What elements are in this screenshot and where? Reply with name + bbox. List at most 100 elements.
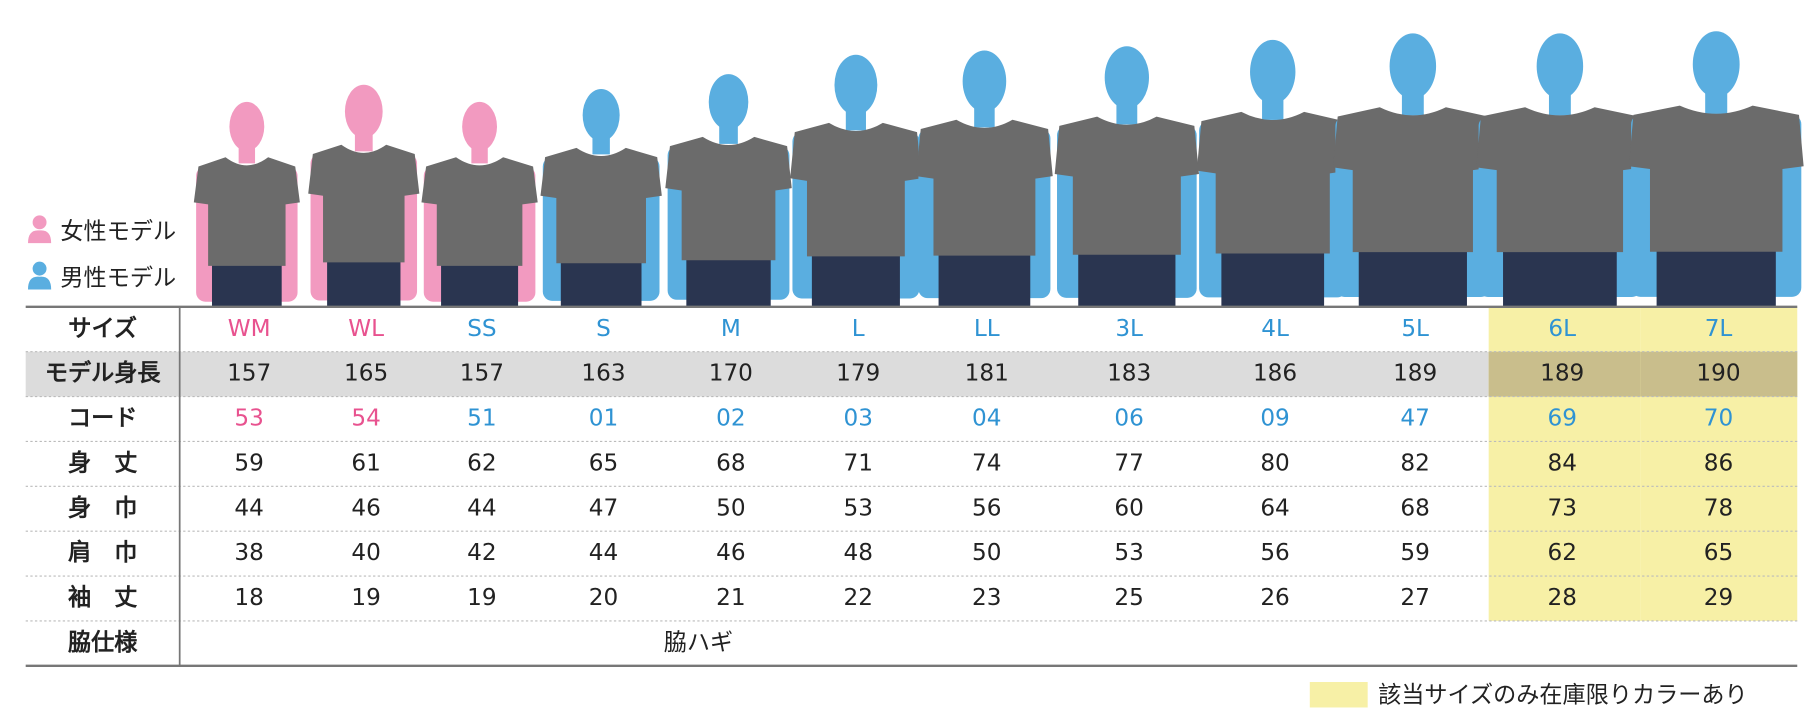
- cell: 62: [1547, 540, 1576, 566]
- cell: 181: [965, 361, 1009, 387]
- cell: 64: [1260, 495, 1289, 521]
- cell: 44: [467, 495, 496, 521]
- head: [582, 89, 620, 142]
- cell: 189: [1540, 361, 1584, 387]
- shirt: [193, 157, 300, 266]
- figure: [790, 54, 922, 307]
- pants: [811, 251, 900, 307]
- row-label: サイズ: [68, 315, 137, 342]
- cell: 22: [843, 585, 872, 611]
- figures: [193, 31, 1804, 307]
- cell: 53: [1114, 540, 1143, 566]
- cell: 71: [843, 450, 872, 476]
- cell: 50: [972, 540, 1001, 566]
- cell: 47: [589, 495, 618, 521]
- pants: [441, 261, 519, 307]
- figure: [193, 101, 300, 307]
- pants: [1503, 247, 1617, 307]
- cell: 46: [351, 495, 380, 521]
- cell: 68: [1400, 495, 1429, 521]
- cell: 44: [589, 540, 618, 566]
- head: [1389, 33, 1437, 100]
- cell: 56: [972, 495, 1001, 521]
- cell: 21: [716, 585, 745, 611]
- legend-icon: [32, 215, 47, 230]
- head: [962, 50, 1007, 113]
- cell: 4L: [1261, 316, 1289, 342]
- shirt: [1628, 105, 1804, 252]
- cell: 165: [344, 361, 388, 387]
- row-label: 身 巾: [68, 494, 137, 521]
- cell: 179: [836, 361, 880, 387]
- cell: 62: [467, 450, 496, 476]
- row-label: モデル身長: [45, 360, 162, 387]
- cell: 68: [716, 450, 745, 476]
- cell: 78: [1704, 495, 1733, 521]
- pants: [1656, 247, 1776, 307]
- row-label: 身 丈: [68, 449, 137, 476]
- cell: 59: [1400, 540, 1429, 566]
- row-label: コード: [68, 406, 137, 432]
- cell: 06: [1114, 406, 1143, 432]
- cell: 7L: [1705, 316, 1733, 342]
- cell: 54: [351, 406, 380, 432]
- cell: 190: [1696, 361, 1740, 387]
- shirt: [308, 144, 420, 263]
- head: [1536, 33, 1584, 100]
- cell: 56: [1260, 540, 1289, 566]
- cell: 27: [1400, 585, 1429, 611]
- cell: 65: [589, 450, 618, 476]
- figure: [1628, 31, 1804, 307]
- cell: 70: [1704, 406, 1733, 432]
- figure: [665, 74, 792, 307]
- cell: 6L: [1548, 316, 1576, 342]
- cell: 20: [589, 585, 618, 611]
- cell: 03: [843, 406, 872, 432]
- cell: WM: [228, 316, 271, 342]
- cell: 170: [709, 361, 753, 387]
- legend-label: 女性モデル: [60, 219, 176, 245]
- legend-label: 男性モデル: [60, 266, 176, 292]
- cell: 53: [843, 495, 872, 521]
- shirt: [1054, 116, 1199, 255]
- cell: 53: [234, 406, 263, 432]
- cell: S: [596, 316, 611, 342]
- pants: [327, 257, 401, 307]
- legend-icon: [28, 230, 52, 244]
- figure: [308, 84, 420, 307]
- row-label: 袖 丈: [68, 584, 137, 611]
- pants: [560, 258, 642, 307]
- cell: LL: [974, 316, 1000, 342]
- cell: 157: [227, 361, 271, 387]
- head: [708, 74, 749, 130]
- side-spec: 脇ハギ: [664, 630, 733, 656]
- figure: [1054, 46, 1199, 307]
- cell: 51: [467, 406, 496, 432]
- cell: 19: [467, 585, 496, 611]
- cell: 01: [589, 406, 618, 432]
- pants: [686, 255, 771, 307]
- cell: 80: [1260, 450, 1289, 476]
- cell: M: [721, 316, 741, 342]
- legend-icon: [28, 276, 52, 290]
- figure: [1196, 39, 1349, 307]
- cell: L: [852, 316, 865, 342]
- cell: 50: [716, 495, 745, 521]
- cell: 77: [1114, 450, 1143, 476]
- shirt: [1333, 107, 1493, 253]
- cell: 163: [581, 361, 625, 387]
- cell: 04: [972, 406, 1001, 432]
- cell: 48: [843, 540, 872, 566]
- cell: 23: [972, 585, 1001, 611]
- shirt: [916, 119, 1053, 256]
- figure: [540, 89, 662, 307]
- cell: 38: [234, 540, 263, 566]
- cell: 65: [1704, 540, 1733, 566]
- shirt: [1196, 111, 1349, 254]
- cell: 186: [1253, 361, 1297, 387]
- cell: 84: [1547, 450, 1576, 476]
- shirt: [665, 136, 792, 261]
